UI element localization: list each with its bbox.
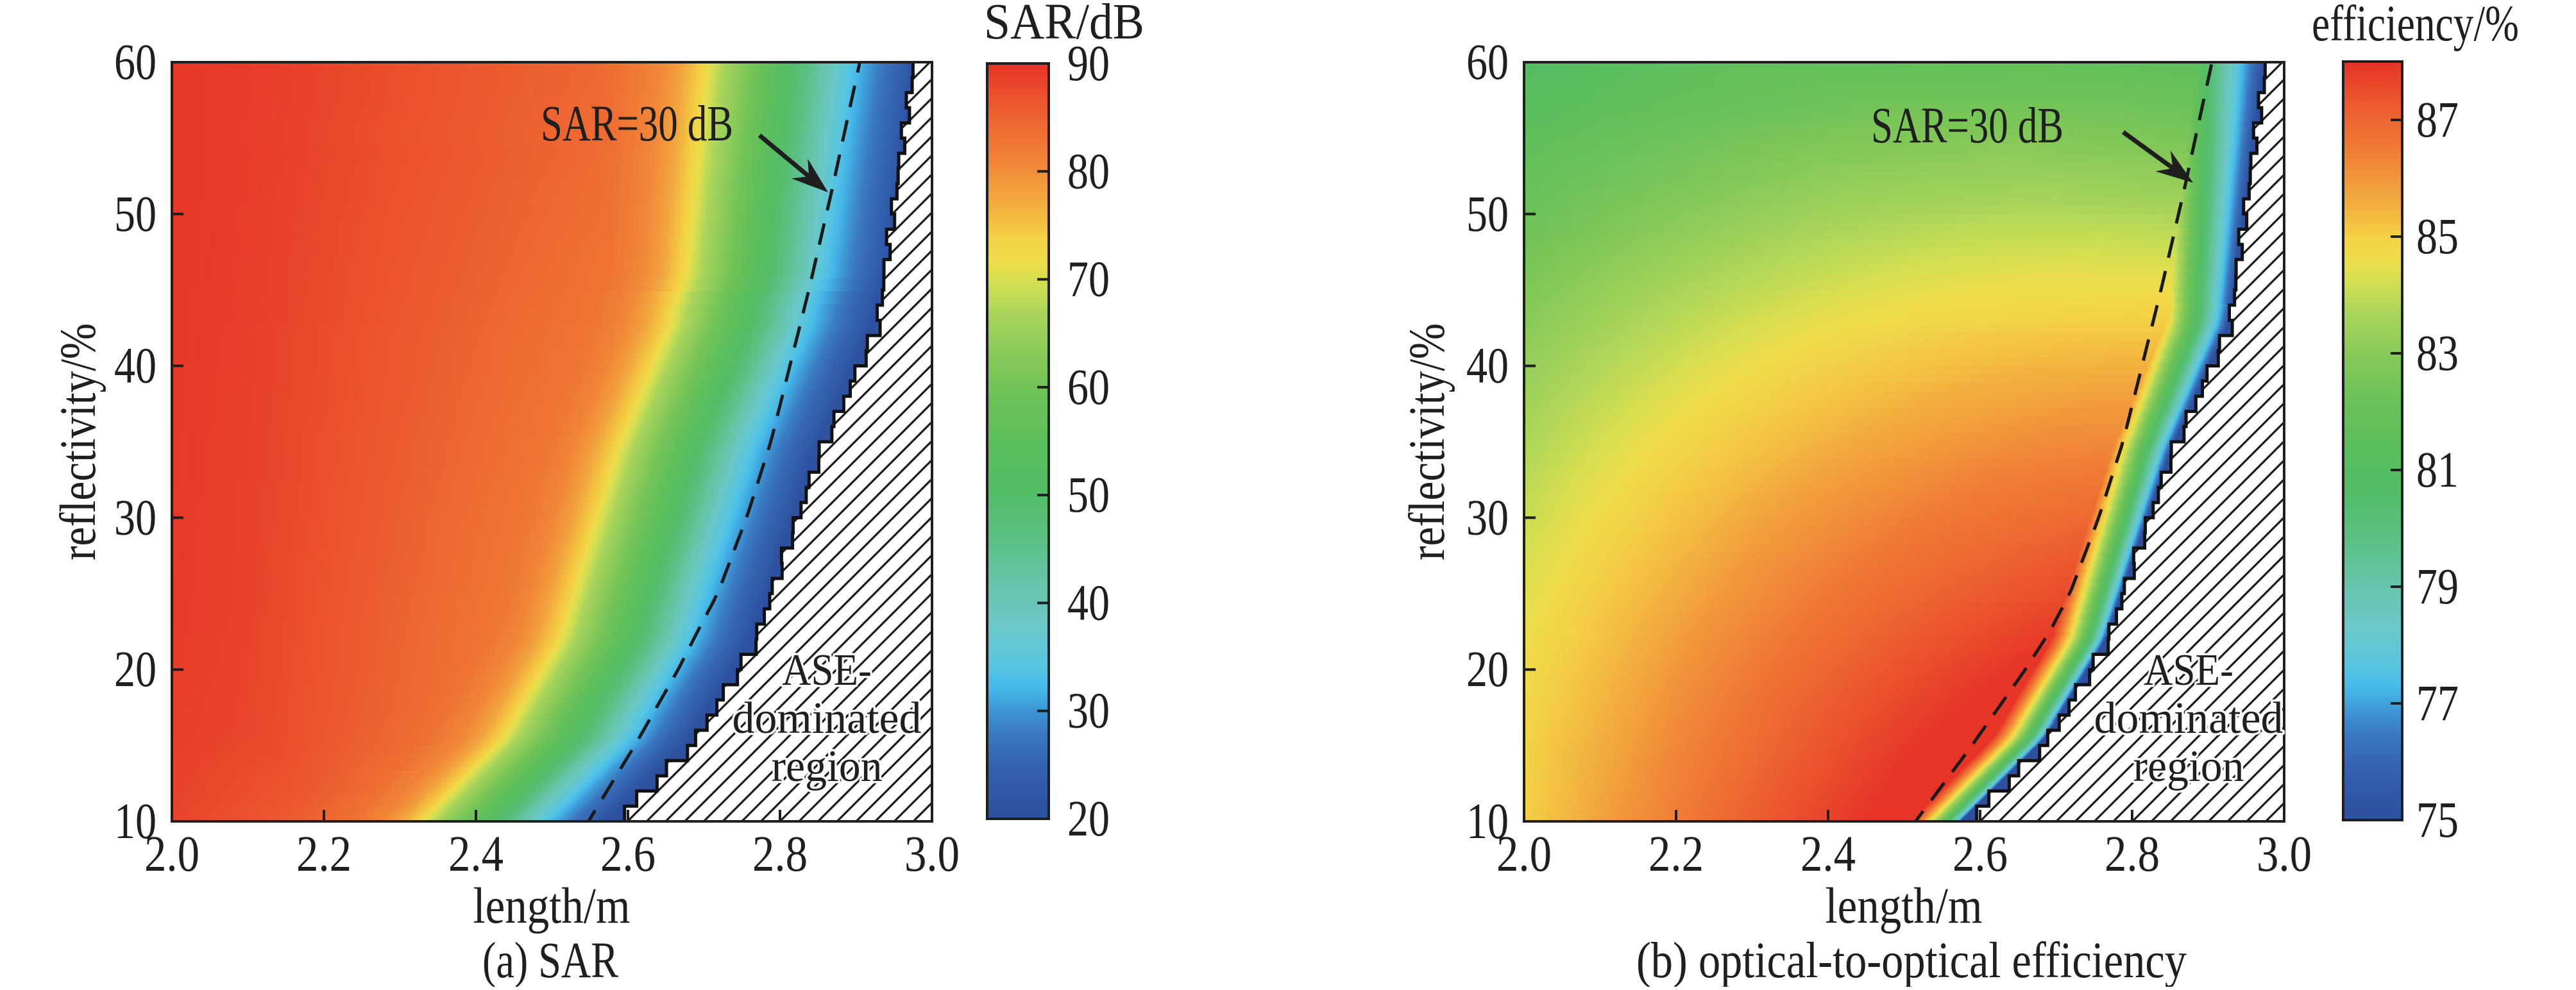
svg-text:10: 10 xyxy=(114,794,157,850)
svg-text:2.2: 2.2 xyxy=(296,826,352,882)
svg-text:dominated: dominated xyxy=(733,694,922,743)
svg-text:50: 50 xyxy=(1466,187,1509,242)
svg-text:79: 79 xyxy=(2416,559,2459,615)
svg-text:80: 80 xyxy=(1067,144,1110,199)
svg-text:60: 60 xyxy=(1067,360,1110,415)
svg-text:3.0: 3.0 xyxy=(2257,826,2312,882)
svg-text:(a) SAR: (a) SAR xyxy=(482,933,618,987)
svg-text:ASE-: ASE- xyxy=(782,646,872,695)
svg-text:81: 81 xyxy=(2416,442,2459,498)
svg-text:2.6: 2.6 xyxy=(1953,826,2008,882)
svg-text:30: 30 xyxy=(1067,684,1110,739)
svg-text:30: 30 xyxy=(1466,490,1509,546)
svg-text:reflectivity/%: reflectivity/% xyxy=(1400,323,1455,560)
svg-text:2.2: 2.2 xyxy=(1648,826,1704,882)
svg-text:length/m: length/m xyxy=(1826,878,1983,934)
svg-text:40: 40 xyxy=(1466,339,1509,394)
svg-text:2.0: 2.0 xyxy=(144,826,199,882)
svg-text:85: 85 xyxy=(2416,209,2459,265)
svg-text:3.0: 3.0 xyxy=(904,826,960,882)
svg-text:90: 90 xyxy=(1067,36,1110,92)
svg-text:2.8: 2.8 xyxy=(752,826,808,882)
svg-text:40: 40 xyxy=(1067,575,1110,631)
svg-text:60: 60 xyxy=(114,35,157,90)
svg-text:2.4: 2.4 xyxy=(448,826,504,882)
svg-text:reflectivity/%: reflectivity/% xyxy=(51,323,106,560)
svg-text:2.4: 2.4 xyxy=(1801,826,1856,882)
svg-text:40: 40 xyxy=(114,339,157,394)
svg-text:20: 20 xyxy=(114,642,157,698)
svg-text:75: 75 xyxy=(2416,793,2459,848)
svg-text:50: 50 xyxy=(1067,467,1110,523)
svg-text:SAR=30 dB: SAR=30 dB xyxy=(541,96,733,152)
svg-text:(b) optical-to-optical efficie: (b) optical-to-optical efficiency xyxy=(1636,933,2187,987)
svg-text:30: 30 xyxy=(114,490,157,546)
svg-text:10: 10 xyxy=(1466,794,1509,850)
svg-text:87: 87 xyxy=(2416,92,2459,148)
svg-text:77: 77 xyxy=(2416,676,2459,732)
svg-text:2.6: 2.6 xyxy=(600,826,656,882)
svg-text:SAR/dB: SAR/dB xyxy=(984,0,1144,50)
svg-text:20: 20 xyxy=(1067,791,1110,847)
svg-text:efficiency/%: efficiency/% xyxy=(2312,0,2519,52)
svg-text:2.8: 2.8 xyxy=(2105,826,2160,882)
svg-text:length/m: length/m xyxy=(473,878,631,934)
svg-text:region: region xyxy=(2133,742,2244,791)
svg-text:83: 83 xyxy=(2416,326,2459,382)
svg-text:50: 50 xyxy=(114,187,157,242)
svg-text:region: region xyxy=(772,742,883,791)
svg-text:20: 20 xyxy=(1466,642,1509,698)
svg-text:SAR=30 dB: SAR=30 dB xyxy=(1871,98,2063,154)
svg-text:2.0: 2.0 xyxy=(1496,826,1552,882)
svg-text:dominated: dominated xyxy=(2094,694,2284,743)
svg-text:ASE-: ASE- xyxy=(2144,646,2233,695)
svg-text:60: 60 xyxy=(1466,35,1509,90)
svg-text:70: 70 xyxy=(1067,252,1110,308)
